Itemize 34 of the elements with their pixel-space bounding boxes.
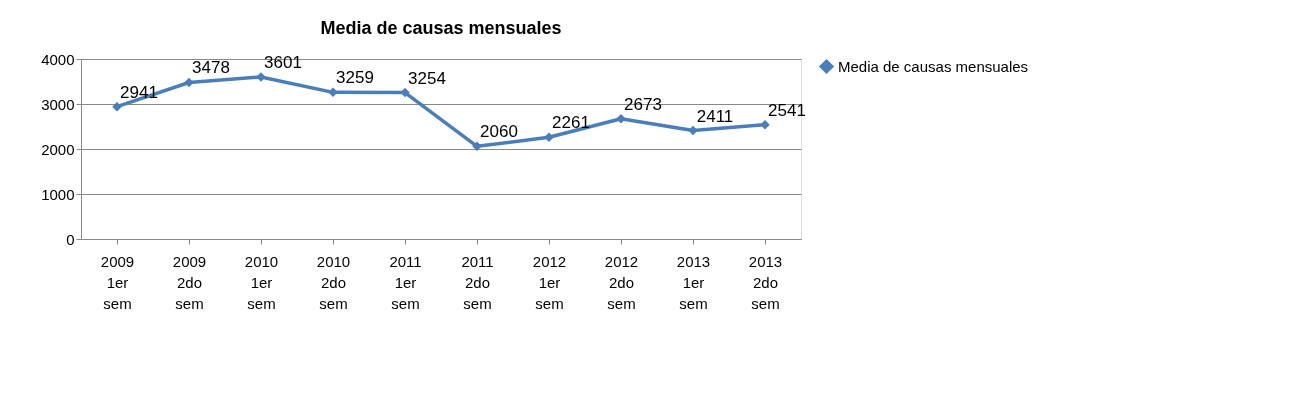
x-tick-label: 2011 1er sem [389, 252, 422, 312]
data-label: 3254 [408, 68, 446, 88]
x-tick-label: 2013 1er sem [676, 252, 711, 312]
point [328, 87, 338, 98]
data-label: 2541 [768, 100, 806, 120]
y-tick-label: 4000 [41, 50, 75, 68]
data-label: 3478 [192, 58, 230, 78]
y-tick-label: 2000 [41, 140, 75, 158]
y-tick-label: 1000 [41, 185, 75, 203]
data-label: 2261 [552, 113, 590, 133]
x-tick-label: 2010 2do sem [316, 252, 351, 312]
data-label: 2941 [120, 82, 158, 102]
point [760, 119, 770, 130]
data-label: 2673 [624, 94, 662, 114]
x-tick-label: 2010 1er sem [244, 252, 279, 312]
y-tick-label: 0 [66, 230, 75, 248]
x-tick-label: 2012 1er sem [532, 252, 567, 312]
x-tick-label: 2009 1er sem [100, 252, 135, 312]
x-tick-label: 2012 2do sem [604, 252, 639, 312]
point [184, 77, 194, 88]
legend-label: Media de causas mensuales [838, 57, 1029, 75]
point [472, 141, 482, 152]
data-label: 3259 [336, 68, 374, 88]
chart-title: Media de causas mensuales [320, 18, 562, 38]
x-tick-label: 2011 2do sem [461, 252, 494, 312]
x-tick-label: 2013 2do sem [748, 252, 783, 312]
y-tick-label: 3000 [41, 95, 75, 113]
point [688, 125, 698, 136]
data-label: 2411 [696, 106, 734, 126]
data-label: 2060 [480, 122, 518, 142]
x-tick-label: 2009 2do sem [172, 252, 207, 312]
point [616, 113, 626, 124]
data-label: 3601 [264, 52, 302, 72]
point [112, 101, 122, 112]
